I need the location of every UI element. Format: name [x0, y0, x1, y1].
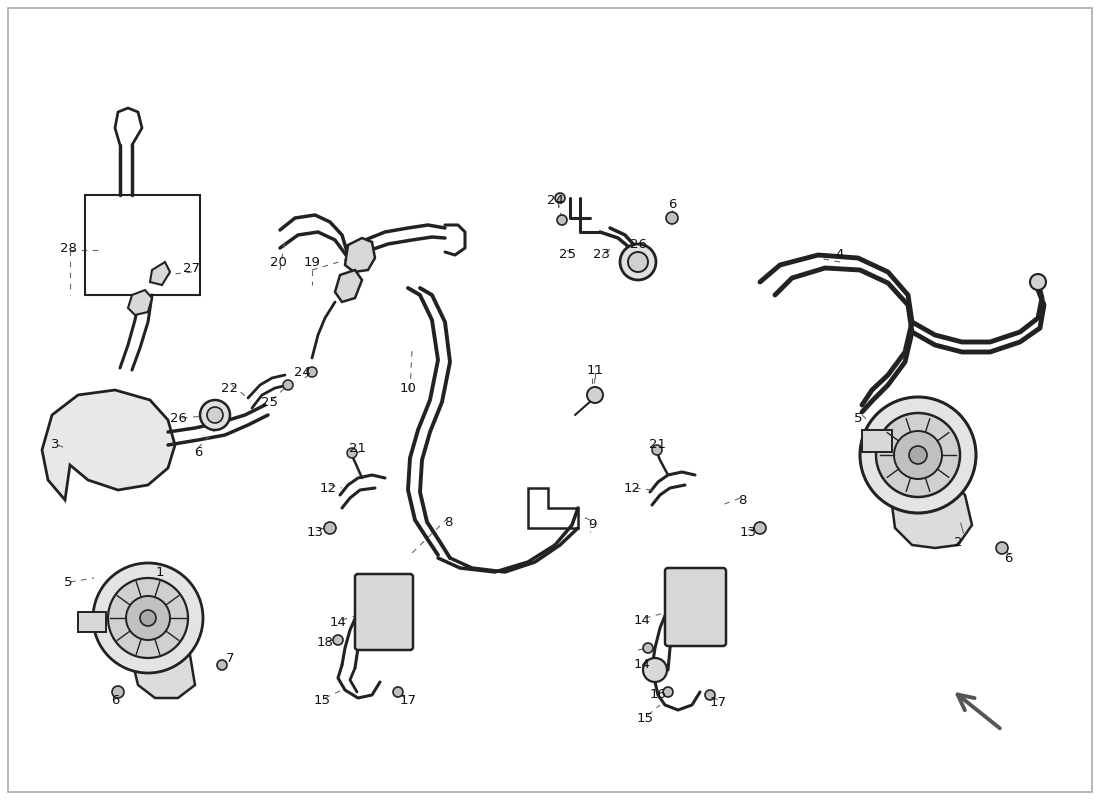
Polygon shape — [892, 482, 972, 548]
Circle shape — [587, 387, 603, 403]
Polygon shape — [336, 270, 362, 302]
Polygon shape — [128, 290, 152, 315]
Circle shape — [628, 252, 648, 272]
Circle shape — [140, 610, 156, 626]
Circle shape — [652, 445, 662, 455]
Circle shape — [207, 407, 223, 423]
Text: 6: 6 — [194, 446, 202, 458]
Circle shape — [876, 413, 960, 497]
Text: 1: 1 — [156, 566, 164, 578]
Text: 13: 13 — [739, 526, 757, 538]
Text: 12: 12 — [319, 482, 337, 494]
Circle shape — [663, 687, 673, 697]
Polygon shape — [42, 390, 175, 500]
Bar — [862, 430, 892, 452]
Text: 5: 5 — [64, 575, 73, 589]
Circle shape — [705, 690, 715, 700]
Circle shape — [283, 380, 293, 390]
Text: 9: 9 — [587, 518, 596, 531]
Text: 15: 15 — [637, 711, 653, 725]
Circle shape — [644, 658, 667, 682]
Text: 21: 21 — [649, 438, 667, 451]
Text: 17: 17 — [399, 694, 417, 706]
Text: 14: 14 — [330, 615, 346, 629]
Circle shape — [996, 542, 1008, 554]
Text: 3: 3 — [51, 438, 59, 451]
Circle shape — [108, 578, 188, 658]
Circle shape — [346, 448, 358, 458]
Text: 24: 24 — [547, 194, 563, 206]
Text: 26: 26 — [169, 411, 186, 425]
Text: 14: 14 — [634, 614, 650, 626]
FancyBboxPatch shape — [666, 568, 726, 646]
Text: 4: 4 — [836, 249, 844, 262]
Circle shape — [894, 431, 942, 479]
Circle shape — [307, 367, 317, 377]
Polygon shape — [150, 262, 170, 285]
Text: 24: 24 — [294, 366, 310, 378]
Text: 6: 6 — [1004, 551, 1012, 565]
Bar — [78, 612, 106, 632]
Text: 11: 11 — [586, 363, 604, 377]
Circle shape — [200, 400, 230, 430]
Circle shape — [754, 522, 766, 534]
Circle shape — [557, 215, 566, 225]
Text: 26: 26 — [629, 238, 647, 251]
Text: 7: 7 — [226, 651, 234, 665]
Polygon shape — [345, 238, 375, 272]
Text: 20: 20 — [270, 255, 286, 269]
Text: 8: 8 — [738, 494, 746, 506]
Text: 22: 22 — [221, 382, 239, 394]
Text: 16: 16 — [650, 689, 667, 702]
Text: 6: 6 — [111, 694, 119, 706]
Text: 13: 13 — [307, 526, 323, 538]
Text: 17: 17 — [710, 695, 726, 709]
Text: 27: 27 — [184, 262, 200, 274]
Text: 8: 8 — [443, 515, 452, 529]
Text: 10: 10 — [399, 382, 417, 394]
Circle shape — [333, 635, 343, 645]
Text: 18: 18 — [317, 635, 333, 649]
Circle shape — [126, 596, 170, 640]
Text: 28: 28 — [59, 242, 76, 254]
Text: 21: 21 — [350, 442, 366, 454]
Circle shape — [620, 244, 656, 280]
Circle shape — [217, 660, 227, 670]
Text: 25: 25 — [560, 249, 576, 262]
FancyBboxPatch shape — [355, 574, 412, 650]
Text: 15: 15 — [314, 694, 330, 706]
Bar — [85, 195, 200, 295]
Text: 25: 25 — [262, 395, 278, 409]
Circle shape — [112, 686, 124, 698]
Text: 14: 14 — [634, 658, 650, 671]
Text: 6: 6 — [668, 198, 676, 211]
Circle shape — [909, 446, 927, 464]
Circle shape — [324, 522, 336, 534]
Polygon shape — [132, 642, 195, 698]
Text: 19: 19 — [304, 255, 320, 269]
Circle shape — [1030, 274, 1046, 290]
Text: 5: 5 — [854, 411, 862, 425]
Circle shape — [94, 563, 204, 673]
Circle shape — [393, 687, 403, 697]
Circle shape — [556, 193, 565, 203]
Circle shape — [644, 643, 653, 653]
Circle shape — [666, 212, 678, 224]
Circle shape — [860, 397, 976, 513]
Text: 12: 12 — [624, 482, 640, 494]
Text: 23: 23 — [594, 249, 610, 262]
Text: 2: 2 — [954, 535, 962, 549]
